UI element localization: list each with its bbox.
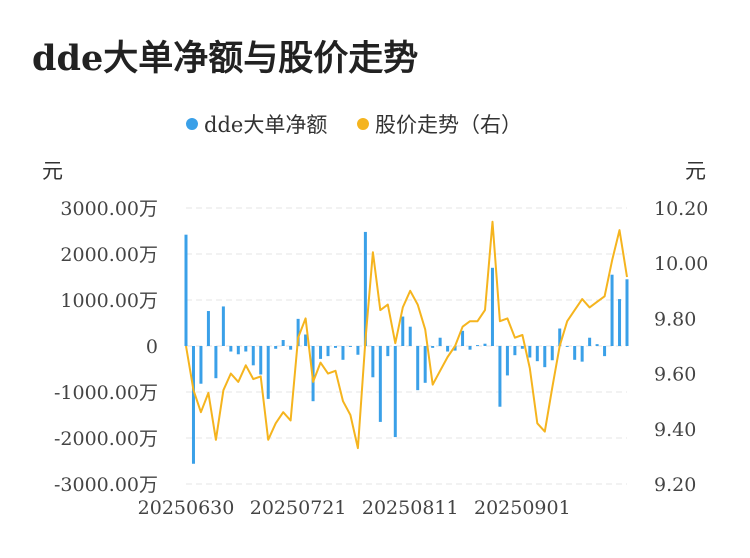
left-tick-label: 3000.00万 xyxy=(60,198,158,220)
bar xyxy=(363,231,367,346)
legend-marker-price xyxy=(357,118,369,130)
bar xyxy=(558,328,562,346)
bar xyxy=(378,346,382,422)
bar xyxy=(184,234,188,346)
x-axis-ticks: 20250630 20250721 20250811 20250901 xyxy=(138,497,571,519)
right-tick-label: 9.20 xyxy=(654,474,696,496)
x-tick-label: 20250630 xyxy=(138,497,235,519)
bar xyxy=(259,346,263,375)
bar xyxy=(618,299,622,346)
bar xyxy=(498,346,502,407)
bar xyxy=(206,311,210,346)
line-series xyxy=(185,220,628,450)
bar xyxy=(236,346,240,355)
bar-series xyxy=(184,231,629,464)
bar xyxy=(476,345,480,346)
bar xyxy=(341,346,345,360)
left-tick-label: -1000.00万 xyxy=(54,382,158,404)
left-tick-label: 1000.00万 xyxy=(60,290,158,312)
bar xyxy=(408,326,412,346)
bar xyxy=(221,306,225,346)
bar xyxy=(348,346,352,347)
bar xyxy=(281,340,285,346)
legend-label-dde: dde大单净额 xyxy=(204,113,327,137)
bar xyxy=(401,316,405,346)
bar xyxy=(595,344,599,346)
left-tick-label: -2000.00万 xyxy=(54,428,158,450)
bar xyxy=(468,346,472,350)
bar xyxy=(229,346,233,352)
bar xyxy=(251,346,255,366)
legend[interactable]: dde大单净额 股价走势（右） xyxy=(186,113,522,137)
bar xyxy=(528,346,532,358)
bar xyxy=(326,346,330,357)
right-axis-ticks: 10.20 10.00 9.80 9.60 9.40 9.20 xyxy=(654,198,708,496)
legend-marker-dde xyxy=(186,118,198,130)
bar xyxy=(214,346,218,379)
right-tick-label: 9.40 xyxy=(654,419,696,441)
bar xyxy=(274,346,278,349)
bar xyxy=(543,346,547,368)
bar xyxy=(535,346,539,362)
bar xyxy=(505,346,509,376)
bar xyxy=(610,274,614,346)
legend-item-dde[interactable]: dde大单净额 xyxy=(186,113,327,137)
left-axis-unit: 元 xyxy=(42,159,63,183)
left-tick-label: 0 xyxy=(146,336,158,358)
bar xyxy=(416,346,420,391)
bar xyxy=(513,346,517,356)
right-tick-label: 9.60 xyxy=(654,364,696,386)
bar xyxy=(319,346,323,359)
bar xyxy=(386,346,390,357)
x-tick-label: 20250811 xyxy=(362,497,459,519)
bar xyxy=(296,318,300,346)
bar xyxy=(333,346,337,348)
bar xyxy=(266,346,270,399)
bar xyxy=(393,346,397,438)
left-tick-label: 2000.00万 xyxy=(60,244,158,266)
legend-label-price: 股价走势（右） xyxy=(375,113,522,137)
legend-item-price[interactable]: 股价走势（右） xyxy=(357,113,522,137)
bar xyxy=(356,346,360,355)
bar xyxy=(199,346,203,384)
bar xyxy=(446,346,450,352)
x-tick-label: 20250901 xyxy=(474,497,571,519)
price-line xyxy=(185,220,628,450)
right-tick-label: 10.00 xyxy=(654,253,708,275)
bar xyxy=(565,346,569,347)
right-axis-unit: 元 xyxy=(685,159,706,183)
bar xyxy=(289,346,293,350)
bar xyxy=(490,267,494,346)
bar xyxy=(550,346,554,361)
bar xyxy=(431,346,435,348)
chart-title: dde大单净额与股价走势 xyxy=(32,38,419,79)
right-tick-label: 10.20 xyxy=(654,198,708,220)
left-tick-label: -3000.00万 xyxy=(54,474,158,496)
bar xyxy=(244,346,248,352)
right-tick-label: 9.80 xyxy=(654,308,696,330)
bar xyxy=(423,346,427,383)
bar xyxy=(483,343,487,346)
bar xyxy=(438,337,442,346)
bar xyxy=(625,279,629,346)
bar xyxy=(520,346,524,349)
bar xyxy=(304,334,308,346)
bar xyxy=(461,330,465,346)
bar xyxy=(453,346,457,351)
bar xyxy=(191,346,195,464)
bar xyxy=(573,346,577,360)
bar xyxy=(580,346,584,362)
bar xyxy=(603,346,607,357)
bar xyxy=(371,346,375,378)
x-tick-label: 20250721 xyxy=(250,497,347,519)
left-axis-ticks: 3000.00万 2000.00万 1000.00万 0 -1000.00万 -2000.… xyxy=(54,198,158,496)
bar xyxy=(588,337,592,346)
